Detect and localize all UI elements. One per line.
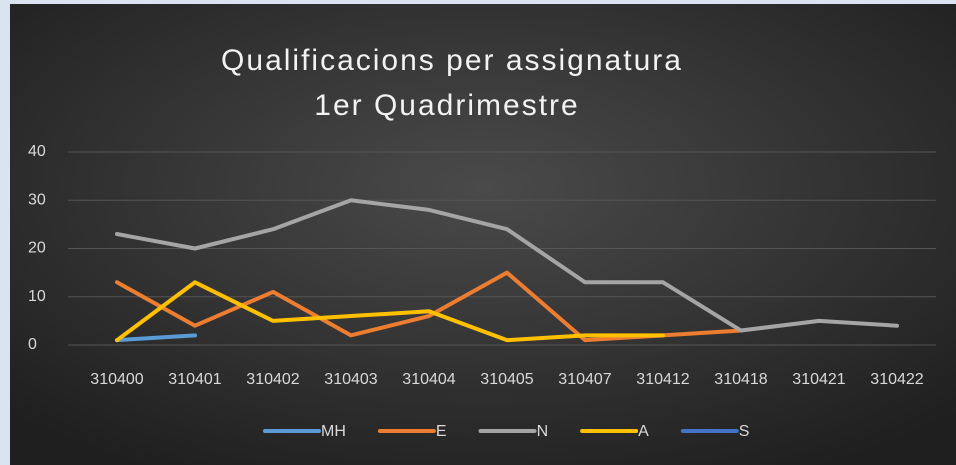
series-line <box>115 280 665 343</box>
y-tick-label: 30 <box>28 191 46 208</box>
series-line <box>115 198 899 333</box>
x-tick-label: 310405 <box>480 371 533 388</box>
y-tick-label: 40 <box>28 143 46 160</box>
x-tick-label: 310400 <box>90 371 143 388</box>
x-tick-label: 310418 <box>714 371 767 388</box>
series-line <box>115 333 197 343</box>
x-tick-label: 310407 <box>558 371 611 388</box>
y-tick-label: 20 <box>28 240 46 257</box>
legend-label: A <box>638 423 649 440</box>
chart-background <box>10 4 956 465</box>
y-tick-label: 10 <box>28 288 46 305</box>
x-tick-label: 310403 <box>324 371 377 388</box>
legend-label: N <box>537 423 549 440</box>
x-tick-label: 310402 <box>246 371 299 388</box>
chart-subtitle: 1er Quadrimestre <box>314 89 579 122</box>
x-tick-label: 310404 <box>402 371 455 388</box>
x-tick-label: 310421 <box>792 371 845 388</box>
y-tick-label: 0 <box>28 336 37 353</box>
chart-title: Qualificacions per assignatura <box>221 44 683 77</box>
x-tick-label: 310412 <box>636 371 689 388</box>
legend-label: E <box>436 423 447 440</box>
x-tick-label: 310422 <box>870 371 923 388</box>
legend-label: S <box>739 423 750 440</box>
legend-label: MH <box>321 423 346 440</box>
x-tick-label: 310401 <box>168 371 221 388</box>
